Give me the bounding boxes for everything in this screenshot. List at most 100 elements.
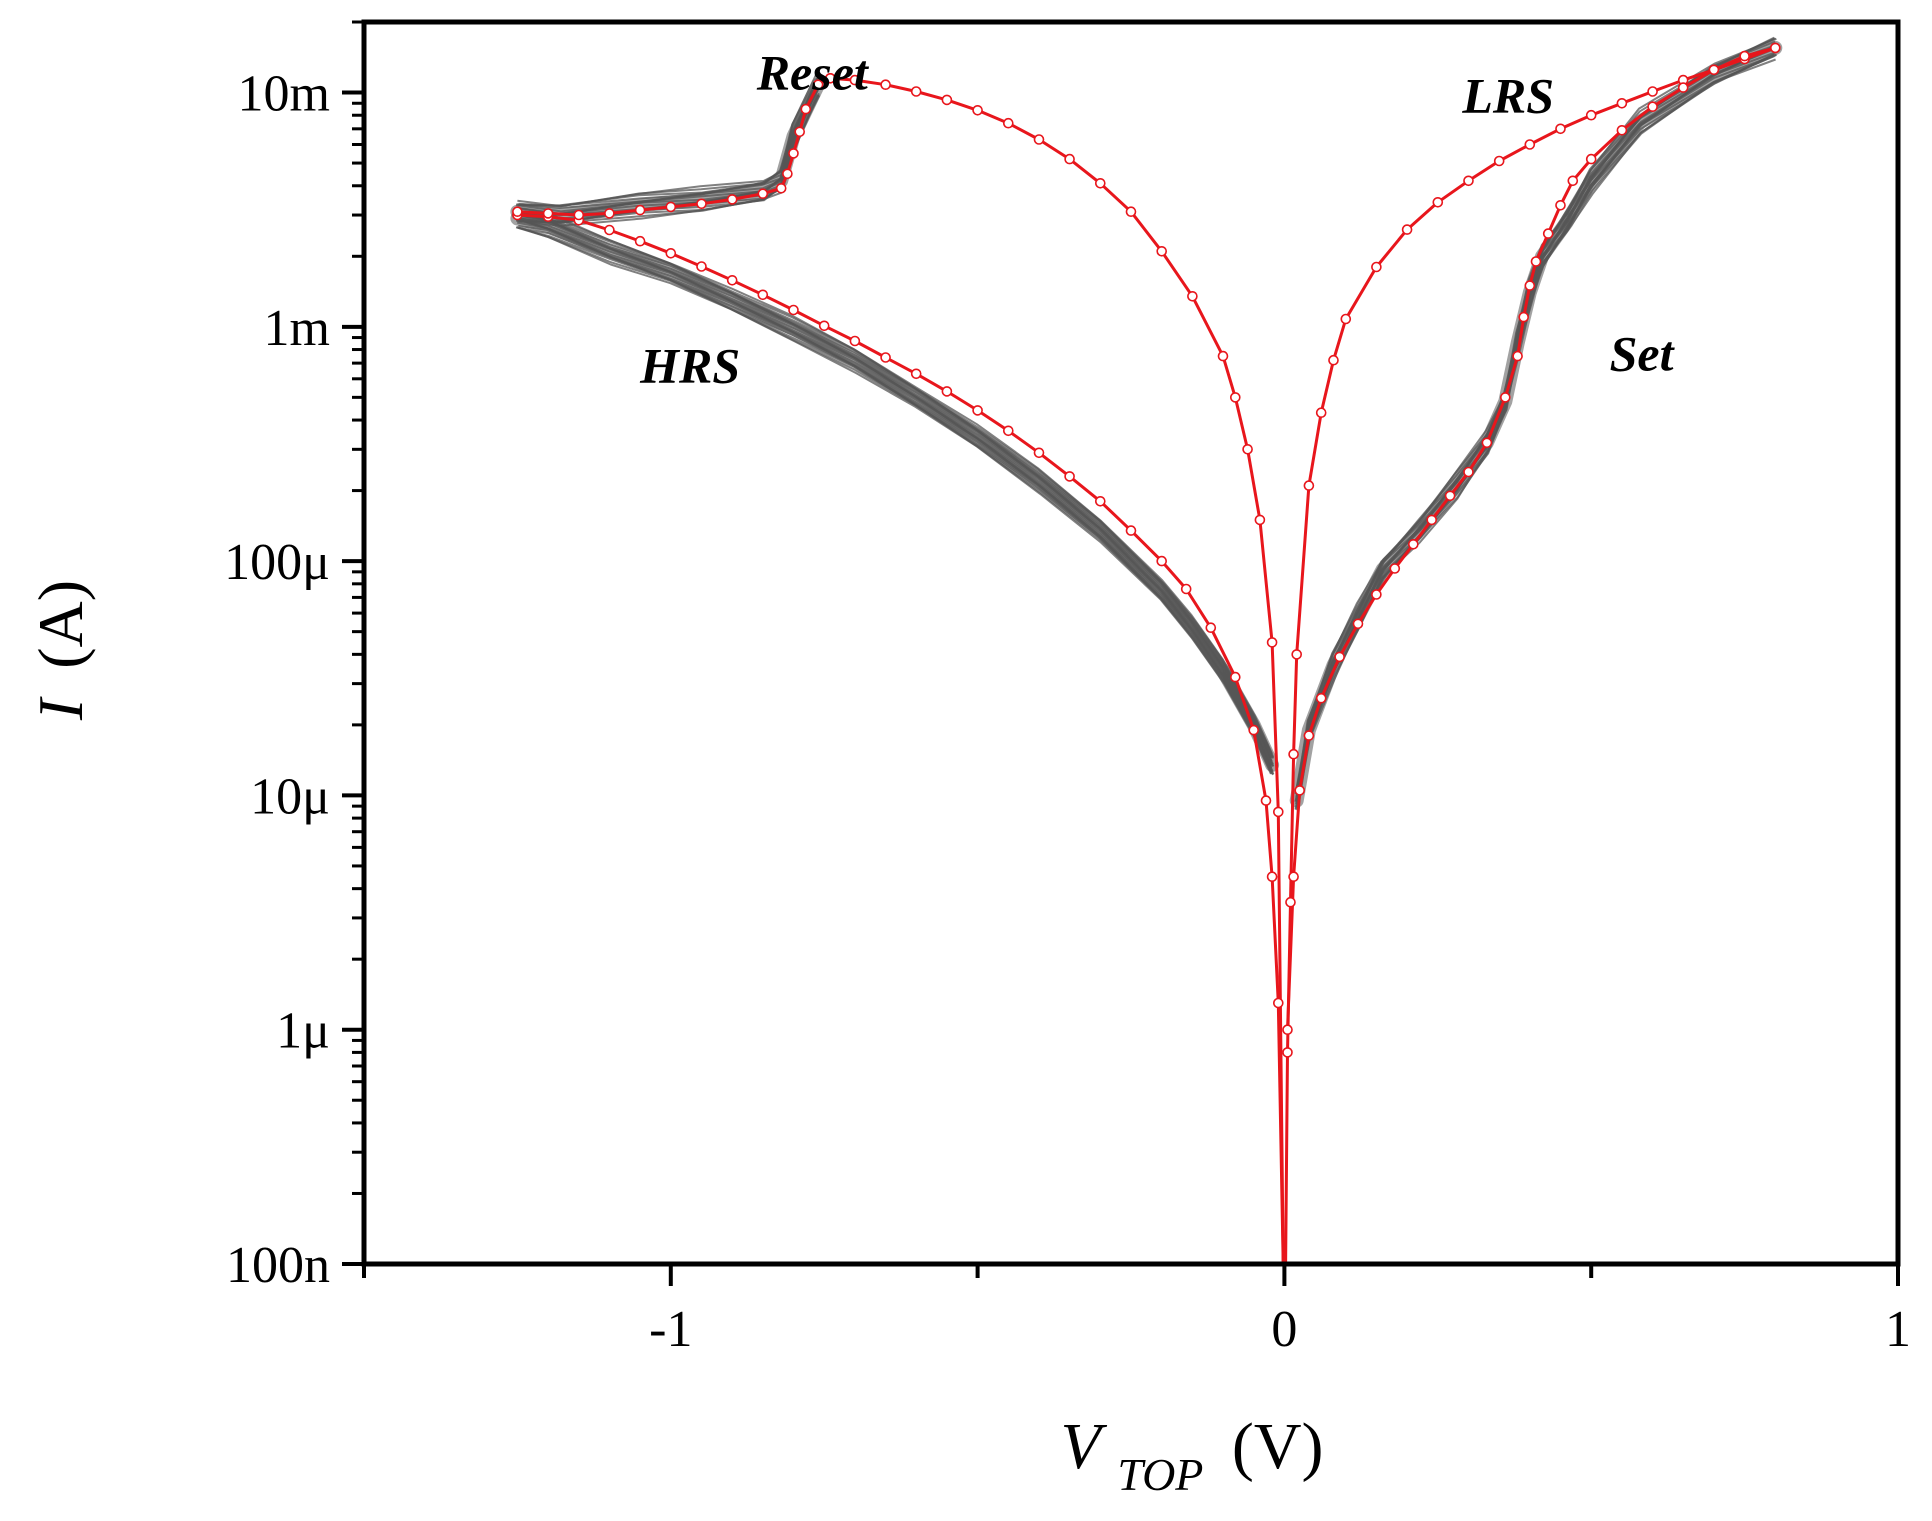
annotation-hrs: HRS bbox=[639, 337, 740, 393]
mean-curve-point bbox=[1585, 109, 1597, 121]
mean-curve-point bbox=[941, 94, 953, 106]
mean-curve-point bbox=[696, 198, 707, 210]
mean-curve-point bbox=[1647, 86, 1658, 97]
y-tick-label: 1μ bbox=[276, 1003, 330, 1060]
mean-curve-point bbox=[1033, 447, 1045, 459]
mean-curve-point bbox=[1500, 392, 1511, 403]
mean-curve-point bbox=[1432, 197, 1444, 208]
mean-curve-point bbox=[1156, 555, 1167, 567]
cycle-trace bbox=[517, 226, 1274, 776]
cycle-trace bbox=[516, 211, 1272, 759]
mean-curve-point bbox=[1266, 637, 1278, 648]
cycle-trace bbox=[1295, 45, 1777, 798]
mean-curve-point bbox=[788, 304, 799, 316]
mean-curve-point bbox=[1125, 525, 1137, 536]
mean-curve-point bbox=[794, 126, 806, 138]
mean-curve-point bbox=[910, 86, 922, 97]
mean-curve-point bbox=[1352, 618, 1364, 630]
mean-curve-point bbox=[726, 194, 738, 205]
mean-curve-point bbox=[1156, 246, 1167, 257]
mean-curve-point bbox=[941, 386, 953, 397]
mean-curve-point bbox=[910, 368, 922, 380]
cycle-trace bbox=[518, 226, 1275, 775]
mean-curve-point bbox=[1426, 514, 1437, 526]
cycle-trace bbox=[1294, 58, 1776, 810]
mean-curve-point bbox=[1408, 538, 1419, 550]
mean-curve-point bbox=[812, 79, 824, 90]
cycle-trace bbox=[1294, 51, 1777, 802]
cycle-trace bbox=[1296, 45, 1777, 801]
mean-curve-point bbox=[782, 168, 793, 180]
mean-curve-point bbox=[757, 289, 769, 301]
mean-curve-point bbox=[1260, 795, 1272, 806]
cycle-trace bbox=[1296, 36, 1775, 795]
annotations: Reset LRS Set HRS bbox=[639, 45, 1675, 394]
mean-curve-point bbox=[1254, 514, 1266, 526]
mean-curve-line bbox=[1284, 46, 1776, 1265]
mean-curve-point bbox=[1230, 671, 1241, 683]
mean-curve-point bbox=[1273, 806, 1284, 818]
y-tick-label: 10μ bbox=[250, 768, 330, 825]
mean-curve-point bbox=[757, 188, 769, 199]
mean-curve-line bbox=[830, 76, 1285, 1265]
x-axis-title: V TOP (V) bbox=[1060, 1410, 1323, 1505]
mean-curve-point bbox=[1315, 407, 1327, 419]
mean-curve-point bbox=[1770, 42, 1781, 54]
mean-curve-point bbox=[800, 103, 812, 115]
mean-curve-point bbox=[1315, 692, 1327, 704]
mean-curve-point bbox=[972, 405, 983, 416]
mean-curve-point bbox=[1285, 896, 1296, 908]
mean-curve-point bbox=[1282, 1024, 1293, 1035]
cycle-trace bbox=[1294, 40, 1776, 794]
cycle-trace bbox=[1295, 37, 1775, 794]
mean-curve-layer bbox=[517, 46, 1776, 1265]
mean-curve-point bbox=[1524, 139, 1536, 150]
cycle-trace bbox=[518, 217, 1274, 765]
mean-curve-point bbox=[1095, 495, 1106, 507]
mean-curve-point bbox=[849, 335, 861, 347]
mean-curve-point bbox=[1064, 153, 1075, 165]
y-axis-title-main: I bbox=[25, 696, 96, 721]
x-axis-title-sub: TOP bbox=[1117, 1449, 1203, 1500]
mean-curve-point bbox=[665, 201, 677, 213]
axes: -1 0 1 100n 1μ 10μ 100μ 1m 10m bbox=[224, 20, 1911, 1358]
y-tick-label: 1m bbox=[264, 300, 330, 357]
y-tick-label: 10m bbox=[238, 66, 330, 123]
annotation-reset: Reset bbox=[756, 45, 870, 101]
mean-curve-point bbox=[604, 208, 615, 219]
mean-curve-point bbox=[1708, 64, 1720, 76]
mean-curve-point bbox=[542, 208, 554, 219]
mean-curve-point bbox=[1095, 178, 1106, 189]
mean-curve-point bbox=[1064, 471, 1075, 482]
y-axis-title-unit: (A) bbox=[25, 580, 96, 669]
cycle-trace bbox=[1296, 37, 1776, 793]
cycle-trace bbox=[517, 214, 1273, 762]
mean-curve-point bbox=[1512, 350, 1523, 362]
mean-curve-point bbox=[634, 204, 646, 216]
mean-curve-point bbox=[1463, 466, 1474, 478]
x-axis-title-unit: (V) bbox=[1232, 1410, 1324, 1483]
y-tick-label: 100n bbox=[226, 1237, 330, 1294]
mean-curve-point bbox=[1125, 206, 1137, 217]
cycle-trace bbox=[1296, 53, 1775, 811]
mean-curve-point bbox=[1555, 200, 1566, 211]
mean-curve-point bbox=[1444, 490, 1456, 502]
mean-curve-point bbox=[1585, 153, 1597, 165]
cycle-trace bbox=[517, 218, 1274, 767]
cycle-trace bbox=[1296, 45, 1775, 803]
cycle-trace bbox=[516, 221, 1273, 769]
cycle-trace bbox=[1297, 45, 1775, 803]
cycle-trace bbox=[518, 218, 1275, 767]
mean-curve-point bbox=[1677, 82, 1689, 93]
mean-curve-point bbox=[1230, 392, 1241, 403]
mean-curve-point bbox=[1334, 651, 1345, 663]
mean-curve-point bbox=[1530, 256, 1542, 267]
mean-curve-point bbox=[1205, 622, 1217, 634]
cycle-trace bbox=[515, 226, 1272, 775]
mean-curve-point bbox=[665, 248, 677, 259]
mean-curve-point bbox=[1616, 125, 1628, 136]
mean-curve-point bbox=[1389, 563, 1401, 574]
cycle-trace bbox=[1295, 55, 1775, 810]
mean-curve-point bbox=[788, 148, 799, 159]
mean-curve-point bbox=[1033, 134, 1045, 145]
